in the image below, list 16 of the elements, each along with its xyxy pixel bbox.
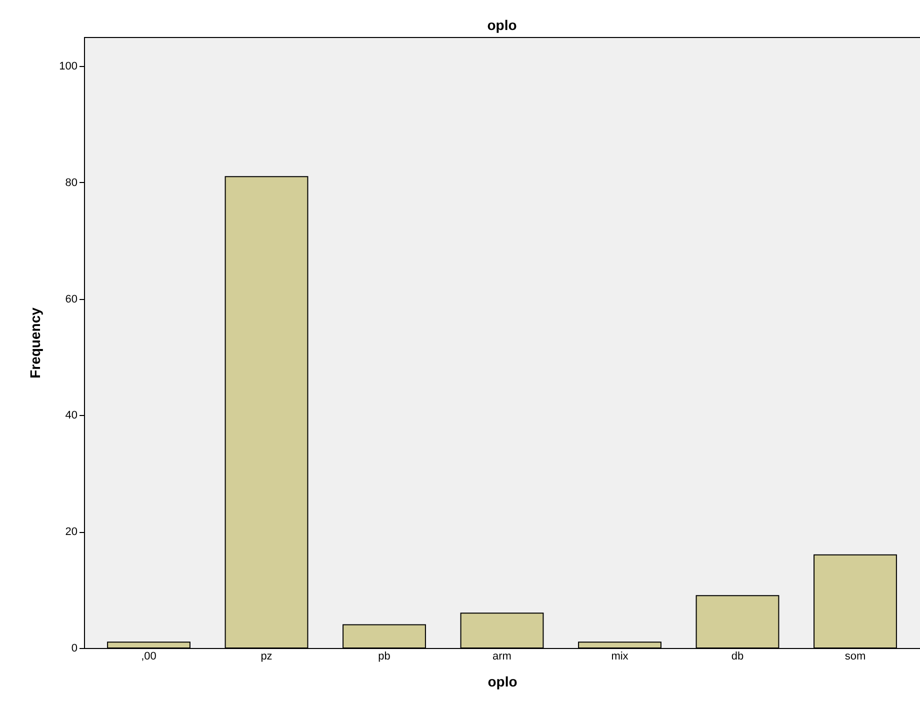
x-tick-label: arm xyxy=(492,650,512,662)
y-tick-label: 0 xyxy=(71,642,78,654)
x-tick-label: mix xyxy=(611,650,629,662)
x-tick-label: ,00 xyxy=(141,650,156,662)
x-tick-label: pb xyxy=(378,650,390,662)
y-tick-label: 100 xyxy=(59,60,78,73)
y-axis-title: Frequency xyxy=(27,307,44,378)
x-tick-label: som xyxy=(844,650,866,662)
y-tick-label: 60 xyxy=(65,293,78,306)
y-tick-label: 40 xyxy=(65,410,78,422)
x-tick-label: db xyxy=(731,650,744,662)
y-tick-label: 80 xyxy=(65,176,78,189)
x-tick-label: pz xyxy=(260,650,272,662)
x-axis-title: oplo xyxy=(488,674,518,690)
y-tick-label: 20 xyxy=(65,526,78,538)
chart-title: oplo xyxy=(487,17,517,33)
